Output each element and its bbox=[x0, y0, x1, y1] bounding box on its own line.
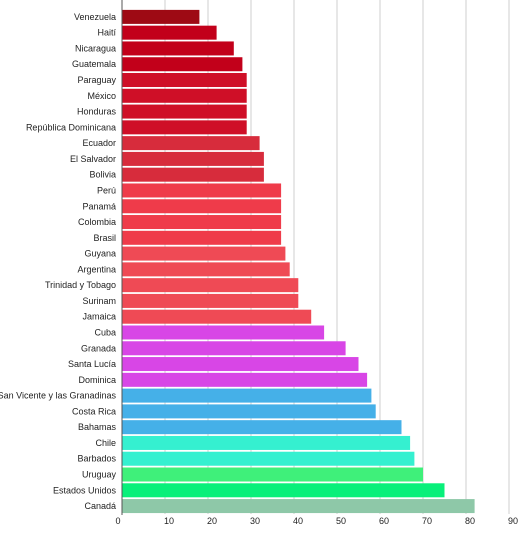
bar bbox=[122, 435, 411, 450]
bar bbox=[122, 120, 247, 135]
bar bbox=[122, 25, 217, 40]
category-label: Nicaragua bbox=[75, 43, 116, 53]
bar bbox=[122, 388, 372, 403]
bar bbox=[122, 467, 423, 482]
category-label: Granada bbox=[81, 343, 116, 353]
x-tick-label: 40 bbox=[293, 516, 303, 526]
bar bbox=[122, 372, 368, 387]
bar bbox=[122, 341, 346, 356]
x-tick-label: 60 bbox=[379, 516, 389, 526]
bar bbox=[122, 167, 264, 182]
bar bbox=[122, 151, 264, 166]
bar bbox=[122, 73, 247, 88]
category-label: Honduras bbox=[77, 107, 117, 117]
category-label: Bolivia bbox=[89, 170, 116, 180]
bar bbox=[122, 246, 286, 261]
x-tick-label: 70 bbox=[422, 516, 432, 526]
category-label: Argentina bbox=[77, 264, 116, 274]
category-label: México bbox=[87, 91, 116, 101]
x-tick-label: 30 bbox=[250, 516, 260, 526]
bar bbox=[122, 293, 299, 308]
category-label: Santa Lucía bbox=[68, 359, 116, 369]
bar bbox=[122, 309, 312, 324]
category-label: Paraguay bbox=[77, 75, 116, 85]
category-label: Barbados bbox=[77, 454, 116, 464]
category-label: Canadá bbox=[84, 501, 116, 511]
bar bbox=[122, 199, 282, 214]
bar bbox=[122, 9, 200, 24]
x-axis-ticks: 0 10 20 30 40 50 60 70 80 90 bbox=[115, 516, 518, 526]
category-label: Brasil bbox=[93, 233, 116, 243]
category-labels: Venezuela Haití Nicaragua Guatemala Paraguay… bbox=[0, 12, 117, 511]
category-label: Panamá bbox=[82, 201, 116, 211]
category-label: Chile bbox=[95, 438, 116, 448]
category-label: Ecuador bbox=[82, 138, 116, 148]
category-label: Estados Unidos bbox=[53, 485, 117, 495]
bar bbox=[122, 88, 247, 103]
bars bbox=[122, 9, 475, 514]
x-tick-label: 90 bbox=[508, 516, 518, 526]
bar bbox=[122, 278, 299, 293]
bar bbox=[122, 483, 445, 498]
category-label: República Dominicana bbox=[26, 122, 116, 132]
category-label: Venezuela bbox=[74, 12, 116, 22]
category-label: Uruguay bbox=[82, 470, 117, 480]
bar bbox=[122, 404, 376, 419]
category-label: Haití bbox=[97, 28, 116, 38]
category-label: Bahamas bbox=[78, 422, 117, 432]
bar bbox=[122, 451, 415, 466]
category-label: Colombia bbox=[78, 217, 116, 227]
bar bbox=[122, 420, 402, 435]
bar bbox=[122, 104, 247, 119]
bar bbox=[122, 230, 282, 245]
category-label: Jamaica bbox=[82, 312, 116, 322]
x-tick-label: 80 bbox=[465, 516, 475, 526]
category-label: Costa Rica bbox=[72, 406, 116, 416]
bar bbox=[122, 136, 260, 151]
bar bbox=[122, 262, 290, 277]
category-label: Guyana bbox=[84, 249, 116, 259]
category-label: Cuba bbox=[94, 327, 116, 337]
x-tick-label: 20 bbox=[207, 516, 217, 526]
category-label: Trinidad y Tobago bbox=[45, 280, 116, 290]
x-tick-label: 10 bbox=[164, 516, 174, 526]
bar bbox=[122, 325, 325, 340]
bar bbox=[122, 215, 282, 230]
x-tick-label: 0 bbox=[115, 516, 120, 526]
bar bbox=[122, 499, 475, 514]
category-label: San Vicente y las Granadinas bbox=[0, 391, 117, 401]
category-label: El Salvador bbox=[70, 154, 116, 164]
bar bbox=[122, 41, 234, 56]
category-label: Perú bbox=[97, 185, 116, 195]
x-tick-label: 50 bbox=[336, 516, 346, 526]
category-label: Dominica bbox=[78, 375, 116, 385]
category-label: Guatemala bbox=[72, 59, 116, 69]
category-label: Surinam bbox=[82, 296, 116, 306]
bar bbox=[122, 57, 243, 72]
bar bbox=[122, 183, 282, 198]
bar bbox=[122, 357, 359, 372]
